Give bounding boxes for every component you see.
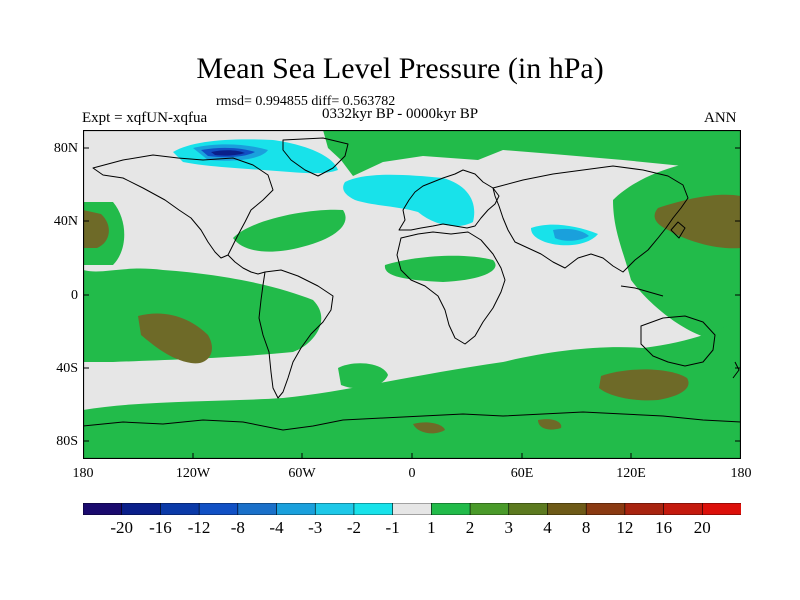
- pos-gulf-stream: [233, 209, 346, 252]
- strong-south-indian: [599, 369, 689, 401]
- x-tick-label: 180: [730, 466, 752, 481]
- colorbar-swatch: [160, 503, 200, 515]
- colorbar-swatch: [624, 503, 665, 515]
- y-tick-label: 40N: [53, 214, 78, 229]
- coast-south-america: [258, 269, 334, 399]
- colorbar-label: -3: [308, 518, 323, 537]
- colorbar-swatch: [353, 503, 394, 515]
- coast-greenland: [282, 137, 349, 177]
- strong-west-pacific: [83, 210, 109, 248]
- y-tick-label: 0: [71, 288, 78, 303]
- strong-southern-ocean-1: [413, 422, 445, 434]
- colorbar-label: -8: [230, 518, 245, 537]
- neg-arctic-canada-3: [211, 150, 245, 156]
- colorbar-swatch: [585, 503, 626, 515]
- y-tick-label: 40S: [56, 361, 78, 376]
- colorbar-swatch: [663, 503, 703, 515]
- pos-north-atlantic: [323, 130, 741, 176]
- coast-australia: [640, 315, 716, 367]
- x-tick-label: 60W: [288, 466, 316, 481]
- strong-nw-pacific: [654, 194, 741, 249]
- x-tick-label: 120W: [175, 466, 211, 481]
- colorbar-swatch: [237, 503, 278, 515]
- x-tick-label: 60E: [510, 466, 534, 481]
- colorbar-swatch: [83, 503, 123, 515]
- colorbar-swatch: [701, 503, 741, 515]
- coast-north-america: [92, 154, 274, 259]
- colorbar-label: 2: [465, 518, 475, 537]
- colorbar-label: 8: [581, 518, 591, 537]
- coast-indonesia: [620, 285, 664, 297]
- map-title: Mean Sea Level Pressure (in hPa): [196, 52, 604, 85]
- colorbar-label: 1: [427, 518, 436, 537]
- colorbar-label: -16: [149, 518, 172, 537]
- colorbar-label: 3: [504, 518, 514, 537]
- map-ticks: [83, 147, 741, 459]
- rmsd-diff-stats: rmsd= 0.994855 diff= 0.563782: [216, 94, 396, 109]
- colorbar-label: 4: [543, 518, 552, 537]
- colorbar-label: -20: [110, 518, 134, 537]
- season-label: ANN: [704, 110, 737, 126]
- y-tick-label: 80S: [56, 434, 78, 449]
- pos-south-indian: [83, 320, 741, 459]
- colorbar-label: -12: [187, 518, 211, 537]
- colorbar-swatch: [547, 503, 587, 515]
- coast-africa: [396, 231, 506, 345]
- x-tick-label: 0: [408, 466, 416, 481]
- coast-japan: [670, 221, 686, 239]
- pos-sw-atlantic: [338, 363, 388, 389]
- coastlines: [83, 137, 741, 431]
- colorbar-swatch: [121, 503, 162, 515]
- x-tick-label: 120E: [616, 466, 646, 481]
- colorbar-label: -2: [346, 518, 362, 537]
- colorbar-label: 20: [693, 518, 711, 537]
- experiment-label: Expt = xqfUN-xqfua: [82, 110, 208, 126]
- colorbar-swatch: [392, 503, 432, 515]
- strong-southern-ocean-2: [538, 419, 562, 430]
- colorbar-label: -4: [269, 518, 284, 537]
- period-label: 0332kyr BP - 0000kyr BP: [322, 106, 479, 122]
- coast-asia: [492, 165, 689, 273]
- colorbar-swatch: [198, 503, 239, 515]
- colorbar-label: -1: [385, 518, 400, 537]
- colorbar-swatch: [431, 503, 471, 515]
- colorbar-label: 16: [655, 518, 673, 537]
- colorbar: [83, 503, 741, 515]
- coast-new-zealand: [732, 361, 740, 379]
- colorbar-swatch: [508, 503, 549, 515]
- strong-positive-fields: [83, 194, 741, 434]
- colorbar-swatch: [314, 503, 355, 515]
- x-tick-label: 180: [72, 466, 94, 481]
- pressure-anomaly-map: [83, 130, 741, 459]
- colorbar-swatch: [469, 503, 510, 515]
- coast-antarctica: [83, 411, 741, 431]
- y-tick-label: 80N: [53, 141, 78, 156]
- coast-central-america: [227, 254, 266, 275]
- colorbar-label: 12: [616, 518, 634, 537]
- colorbar-swatch: [276, 503, 316, 515]
- strong-south-pacific: [138, 313, 212, 364]
- neg-tibet-inner: [553, 228, 589, 241]
- pos-africa-band: [384, 255, 496, 282]
